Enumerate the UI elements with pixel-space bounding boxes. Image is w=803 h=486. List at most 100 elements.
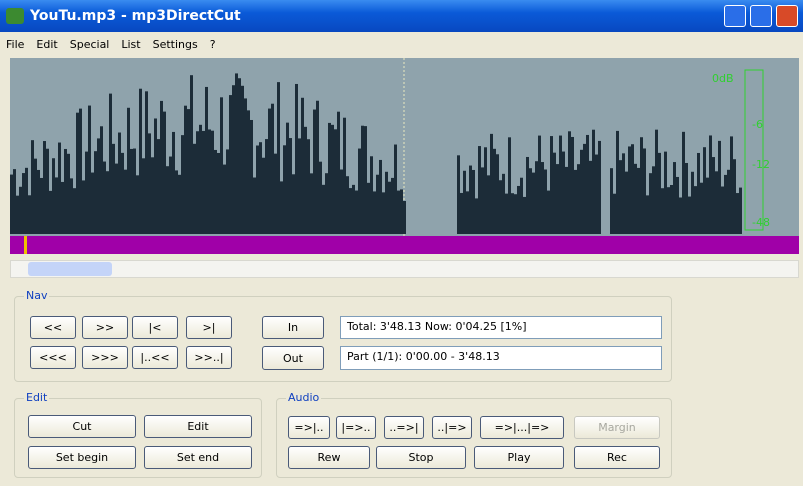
wave-bar bbox=[274, 153, 277, 234]
wave-bar bbox=[286, 122, 289, 234]
wave-bar bbox=[658, 152, 661, 234]
button[interactable]: Edit bbox=[144, 415, 252, 438]
wave-bar bbox=[70, 178, 73, 234]
button[interactable]: >> bbox=[82, 316, 128, 339]
wave-bar bbox=[631, 144, 634, 234]
wave-bar bbox=[520, 177, 523, 234]
close-button[interactable] bbox=[776, 5, 798, 27]
button[interactable]: Rew bbox=[288, 446, 370, 469]
wave-bar bbox=[142, 158, 145, 234]
wave-bar bbox=[217, 152, 220, 234]
wave-bar bbox=[538, 135, 541, 234]
wave-bar bbox=[289, 138, 292, 234]
wave-bar bbox=[709, 135, 712, 234]
button[interactable]: Play bbox=[474, 446, 564, 469]
wave-bar bbox=[682, 131, 685, 234]
wave-bar bbox=[391, 177, 394, 234]
button[interactable]: <<< bbox=[30, 346, 76, 369]
wave-bar bbox=[373, 191, 376, 234]
wave-bar bbox=[295, 83, 298, 234]
group-label: Nav bbox=[24, 289, 50, 302]
button[interactable]: |..<< bbox=[132, 346, 178, 369]
wave-bar bbox=[358, 148, 361, 234]
button[interactable]: Cut bbox=[28, 415, 136, 438]
wave-bar bbox=[667, 187, 670, 234]
wave-bar bbox=[49, 190, 52, 234]
wave-bar bbox=[10, 174, 13, 234]
wave-bar bbox=[535, 161, 538, 234]
button[interactable]: Stop bbox=[376, 446, 466, 469]
button: Margin bbox=[574, 416, 660, 439]
wave-bar bbox=[118, 132, 121, 234]
menu-item[interactable]: Settings bbox=[152, 37, 198, 51]
wave-bar bbox=[718, 140, 721, 234]
wave-bar bbox=[25, 167, 28, 234]
wave-bar bbox=[319, 161, 322, 234]
wave-bar bbox=[343, 117, 346, 234]
wave-bar bbox=[505, 193, 508, 234]
maximize-button[interactable] bbox=[750, 5, 772, 27]
menu-item[interactable]: ? bbox=[209, 37, 216, 51]
wave-bar bbox=[307, 139, 310, 234]
wave-bar bbox=[253, 177, 256, 234]
minimize-button[interactable] bbox=[724, 5, 746, 27]
wave-bar bbox=[340, 169, 343, 234]
wave-bar bbox=[679, 197, 682, 234]
menu-item[interactable]: Special bbox=[69, 37, 110, 51]
waveform bbox=[10, 58, 799, 236]
wave-bar bbox=[187, 109, 190, 234]
button[interactable]: Rec bbox=[574, 446, 660, 469]
wave-bar bbox=[403, 200, 406, 234]
wave-bar bbox=[346, 176, 349, 234]
button[interactable]: =>|...|=> bbox=[480, 416, 564, 439]
wave-bar bbox=[613, 193, 616, 234]
wave-bar bbox=[202, 130, 205, 234]
out-button[interactable]: Out bbox=[262, 346, 324, 370]
button[interactable]: ..=>| bbox=[384, 416, 424, 439]
wave-bar bbox=[46, 148, 49, 234]
button[interactable]: Set begin bbox=[28, 446, 136, 469]
in-button[interactable]: In bbox=[262, 316, 324, 339]
button[interactable]: >>..| bbox=[186, 346, 232, 369]
wave-bar bbox=[733, 159, 736, 234]
wave-bar bbox=[112, 143, 115, 234]
button[interactable]: ..|=> bbox=[432, 416, 472, 439]
button[interactable]: << bbox=[30, 316, 76, 339]
button[interactable]: |=>.. bbox=[336, 416, 376, 439]
wave-bar bbox=[88, 105, 91, 234]
wave-bar bbox=[589, 160, 592, 234]
wave-bar bbox=[232, 85, 235, 234]
wave-bar bbox=[721, 186, 724, 234]
button[interactable]: >>> bbox=[82, 346, 128, 369]
wave-bar bbox=[556, 164, 559, 234]
wave-bar bbox=[73, 188, 76, 234]
wave-bar bbox=[100, 126, 103, 234]
title-bar: YouTu.mp3 - mp3DirectCut bbox=[0, 0, 803, 32]
wave-bar bbox=[205, 86, 208, 235]
part-field: Part (1/1): 0'00.00 - 3'48.13 bbox=[340, 346, 662, 370]
wave-bar bbox=[22, 173, 25, 234]
wave-bar bbox=[691, 171, 694, 234]
button[interactable]: |< bbox=[132, 316, 178, 339]
wave-bar bbox=[283, 145, 286, 234]
scrollbar[interactable] bbox=[10, 260, 799, 278]
button[interactable]: Set end bbox=[144, 446, 252, 469]
menu-item[interactable]: List bbox=[121, 37, 141, 51]
wave-bar bbox=[628, 146, 631, 234]
scroll-thumb[interactable] bbox=[28, 262, 112, 276]
wave-bar bbox=[466, 191, 469, 234]
wave-bar bbox=[676, 176, 679, 234]
wave-bar bbox=[316, 100, 319, 234]
wave-bar bbox=[592, 129, 595, 234]
menu-item[interactable]: Edit bbox=[36, 37, 58, 51]
wave-bar bbox=[184, 105, 187, 235]
menu-item[interactable]: File bbox=[6, 37, 25, 51]
button[interactable]: =>|.. bbox=[288, 416, 330, 439]
wave-bar bbox=[40, 177, 43, 234]
wave-bar bbox=[133, 148, 136, 234]
wave-bar bbox=[154, 118, 157, 234]
wave-bar bbox=[235, 73, 238, 234]
wave-bar bbox=[376, 174, 379, 234]
button[interactable]: >| bbox=[186, 316, 232, 339]
wave-bar bbox=[64, 148, 67, 234]
